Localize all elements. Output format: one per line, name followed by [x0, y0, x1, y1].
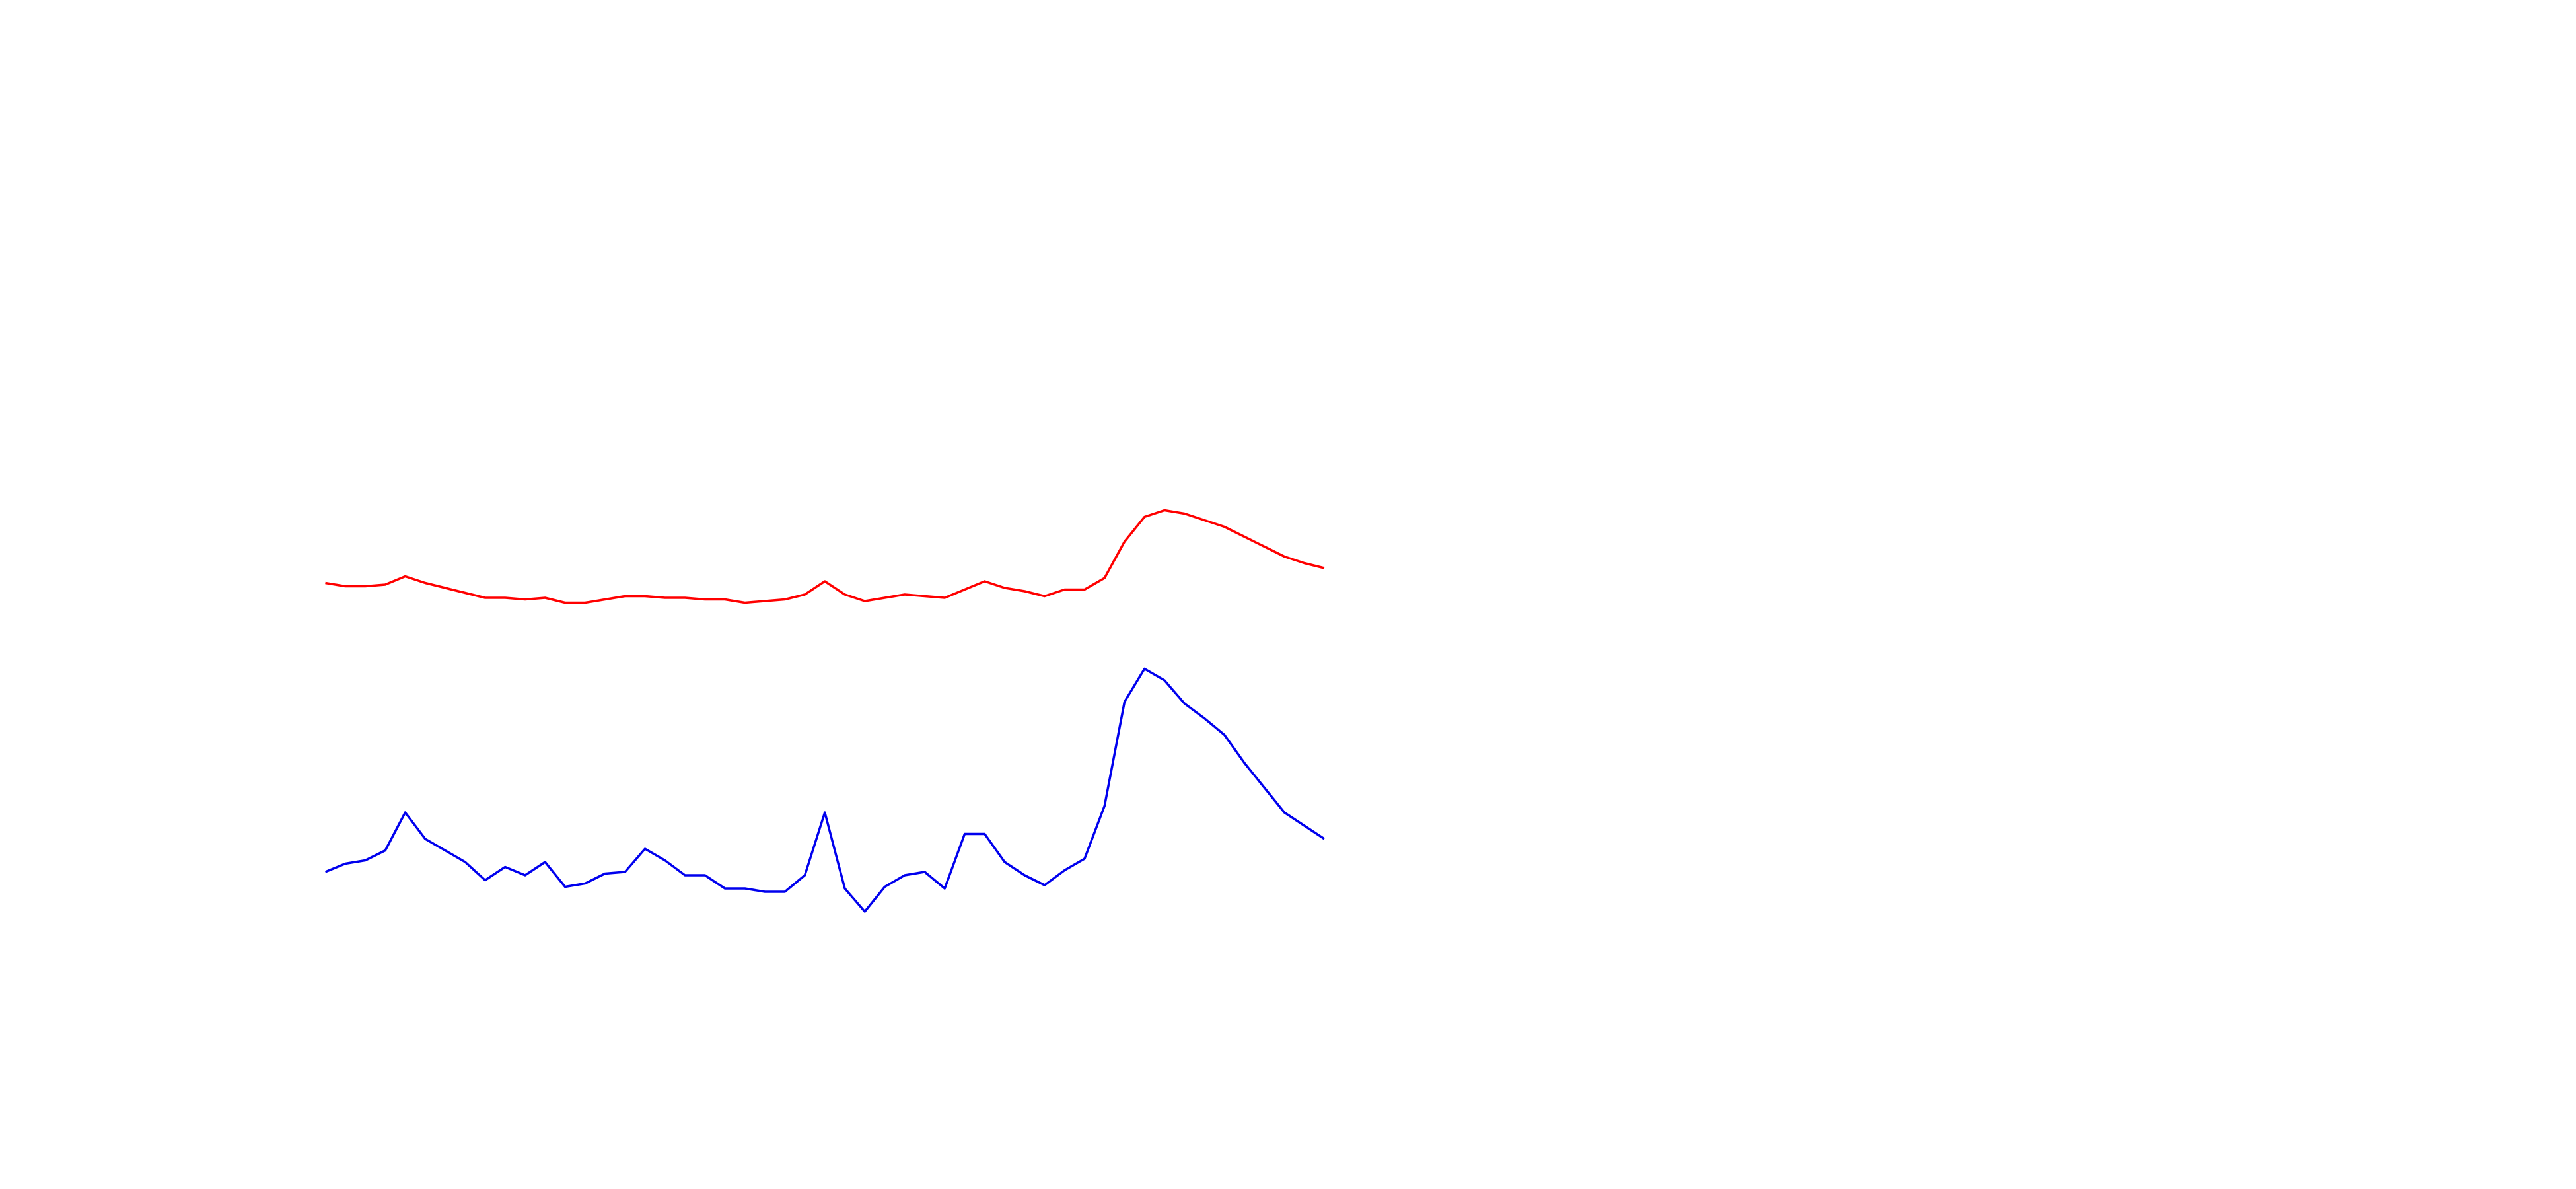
line-series — [324, 667, 1325, 913]
line-series — [325, 509, 1325, 604]
